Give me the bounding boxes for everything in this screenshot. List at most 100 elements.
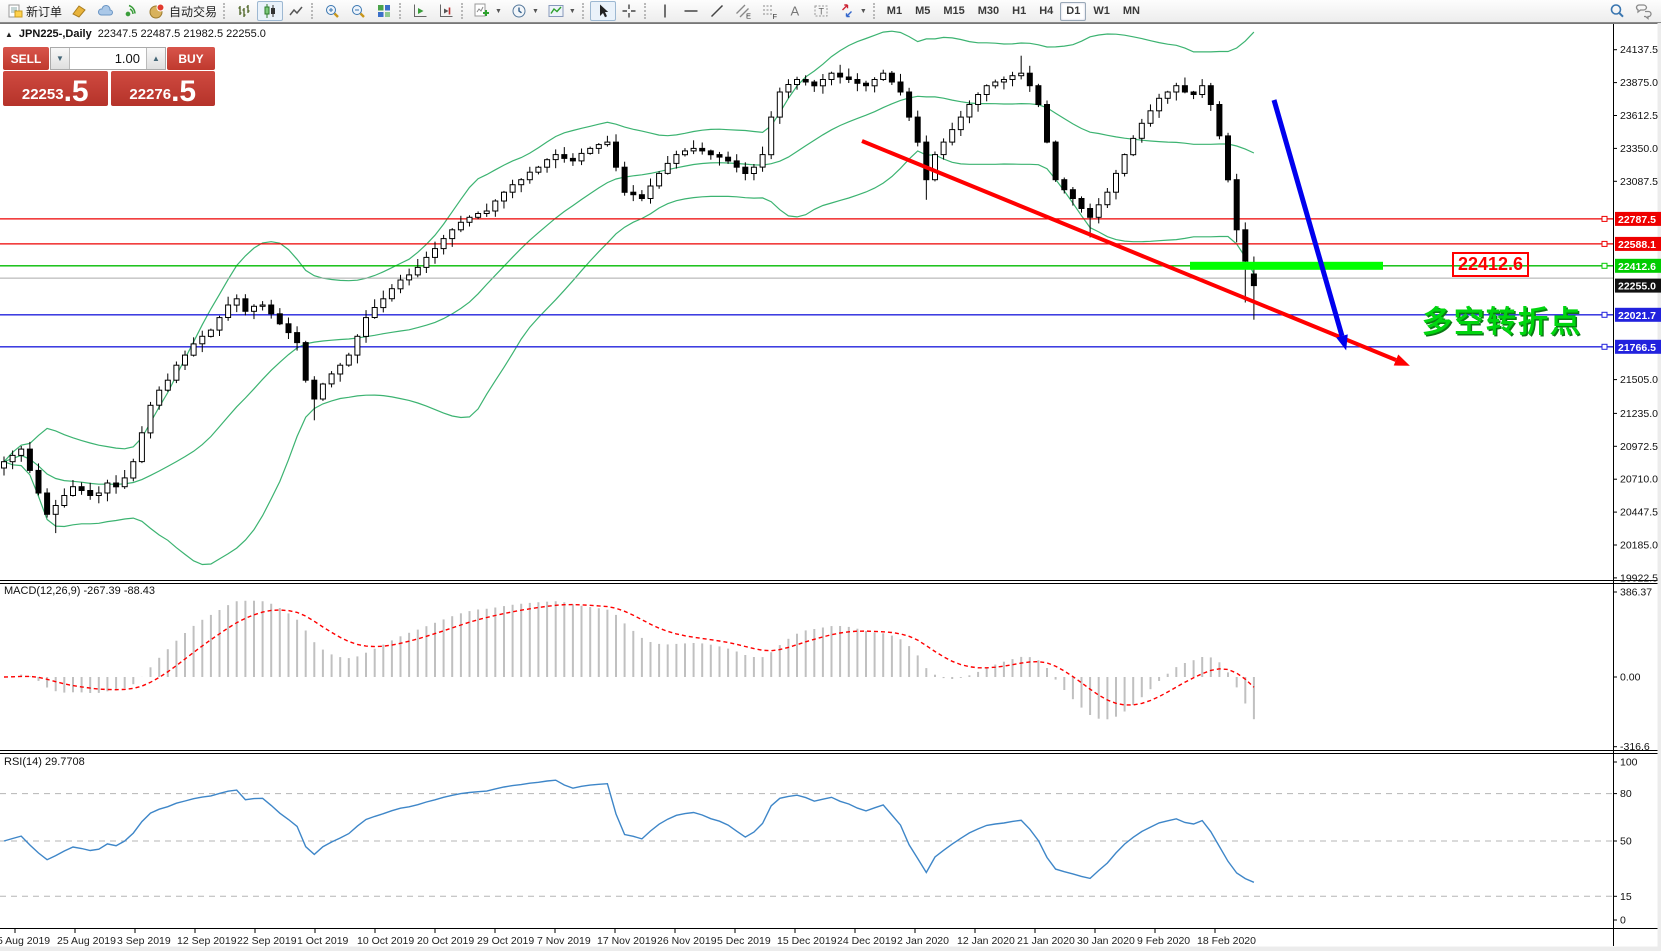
svg-text:23087.5: 23087.5 [1620,176,1658,188]
svg-text:25 Aug 2019: 25 Aug 2019 [57,935,116,947]
svg-text:A: A [790,4,799,19]
timeframe-mn[interactable]: MN [1122,5,1140,17]
timeframe-m30[interactable]: M30 [977,5,1000,17]
volume-increase-button[interactable]: ▲ [146,48,165,69]
zoom-in-icon [323,2,341,20]
signals-button[interactable] [118,1,144,21]
cursor-icon [594,2,612,20]
chart-canvas[interactable]: 24137.5 23875.0 23612.5 23350.0 23087.5 21505… [0,23,1661,951]
ask-main-digits: 22276 [129,86,172,103]
profiles-icon [70,2,88,20]
svg-text:24137.5: 24137.5 [1620,44,1658,56]
bar-chart-icon [235,2,253,20]
autoscroll-button[interactable] [433,1,459,21]
svg-text:1 Oct 2019: 1 Oct 2019 [297,935,349,947]
autotrade-button[interactable]: 自动交易 [144,1,221,21]
svg-text:20447.5: 20447.5 [1620,507,1658,519]
price-axis: 24137.5 23875.0 23612.5 23350.0 23087.5 21505… [1613,44,1658,584]
symbol-ohlc: 22347.5 22487.5 21982.5 22255.0 [97,28,266,40]
svg-text:3 Sep 2019: 3 Sep 2019 [117,935,171,947]
bid-pip-digits: .5 [63,74,89,108]
svg-text:29 Oct 2019: 29 Oct 2019 [477,935,534,947]
svg-text:22255.0: 22255.0 [1618,281,1656,293]
ask-pip-digits: .5 [171,74,197,108]
timeframe-h4[interactable]: H4 [1039,5,1054,17]
candlestick-chart-icon [261,2,279,20]
svg-text:21 Jan 2020: 21 Jan 2020 [1017,935,1075,947]
horizontal-line-tool-button[interactable] [678,1,704,21]
new-order-label: 新订单 [26,4,63,19]
periods-button[interactable]: ▼ [506,1,543,21]
fibonacci-icon: F [760,2,778,20]
timeframe-h1[interactable]: H1 [1012,5,1027,17]
chat-button[interactable] [1630,1,1658,21]
macd-label: MACD(12,26,9) -267.39 -88.43 [4,585,156,597]
cursor-tool-button[interactable] [589,1,616,21]
volume-decrease-button[interactable]: ▼ [51,48,70,69]
toolbar-separator [581,3,586,19]
triangle-up-icon: ▲ [5,29,13,39]
timeframe-w1[interactable]: W1 [1093,5,1110,17]
rsi-label: RSI(14) 29.7708 [4,756,85,768]
turning-point-note[interactable]: 多空转折点 [1422,306,1582,339]
timeframe-m15[interactable]: M15 [943,5,965,17]
svg-text:15 Dec 2019: 15 Dec 2019 [777,935,837,947]
trendline-tool-button[interactable] [704,1,730,21]
trend-arrows[interactable] [861,99,1410,366]
svg-text:20972.5: 20972.5 [1620,441,1658,453]
candlestick-chart-button[interactable] [257,1,284,21]
svg-text:T: T [818,7,824,17]
buy-button[interactable]: BUY [167,47,215,70]
volume-value[interactable]: 1.00 [114,51,140,66]
svg-text:-316.6: -316.6 [1620,741,1650,753]
svg-text:9 Feb 2020: 9 Feb 2020 [1137,935,1190,947]
ask-price[interactable]: 22276.5 [110,71,215,108]
indicators-button[interactable]: ▼ [469,1,506,21]
bid-price[interactable]: 22253.5 [3,71,108,106]
fibonacci-tool-button[interactable]: F [756,1,782,21]
text-tool-button[interactable]: A [782,1,808,21]
svg-text:19922.5: 19922.5 [1620,572,1658,584]
svg-text:22787.5: 22787.5 [1618,214,1656,226]
channel-tool-button[interactable]: E [730,1,756,21]
tile-windows-button[interactable] [371,1,397,21]
search-icon [1608,2,1626,20]
label-tool-button[interactable]: T [808,1,834,21]
cloud-button[interactable] [92,1,118,21]
svg-text:18 Feb 2020: 18 Feb 2020 [1197,935,1256,947]
toolbar: 新订单 自动交易 [0,0,1661,23]
templates-button[interactable]: ▼ [543,1,580,21]
price-level-callout[interactable]: 22412.6 [1452,252,1529,277]
svg-text:15: 15 [1620,891,1632,903]
shift-chart-button[interactable] [407,1,433,21]
generated-chart-content: 24137.5 23875.0 23612.5 23350.0 23087.5 21505… [0,23,1661,951]
timeframe-d1[interactable]: D1 [1060,1,1087,21]
svg-text:5 Aug 2019: 5 Aug 2019 [0,935,50,947]
date-axis: 5 Aug 2019 25 Aug 2019 3 Sep 2019 12 Sep 20… [0,929,1256,947]
svg-text:E: E [746,12,751,21]
profiles-button[interactable] [66,1,92,21]
vertical-line-tool-button[interactable] [652,1,678,21]
bar-chart-button[interactable] [231,1,257,21]
timeframe-m5[interactable]: M5 [915,5,931,17]
sell-button[interactable]: SELL [3,47,49,70]
chevron-down-icon: ▼ [495,7,502,15]
text-tool-icon: A [786,2,804,20]
svg-text:22588.1: 22588.1 [1618,239,1656,251]
line-chart-button[interactable] [283,1,309,21]
search-button[interactable] [1604,1,1630,21]
new-order-button[interactable]: 新订单 [3,1,66,21]
crosshair-tool-button[interactable] [616,1,642,21]
zoom-in-button[interactable] [319,1,345,21]
indicator-axes: 386.37 0.00 -316.6 100 80 50 15 0 [1613,587,1652,927]
arrows-icon [838,2,856,20]
symbol-readout: ▲ JPN225-,Daily 22347.5 22487.5 21982.5 … [5,28,266,40]
arrows-tool-button[interactable]: ▼ [834,1,871,21]
toolbar-separator [461,3,465,19]
svg-text:5 Dec 2019: 5 Dec 2019 [717,935,771,947]
timeframe-m1[interactable]: M1 [886,5,903,17]
svg-text:17 Nov 2019: 17 Nov 2019 [597,935,657,947]
svg-text:12 Sep 2019: 12 Sep 2019 [177,935,237,947]
zoom-out-button[interactable] [345,1,371,21]
